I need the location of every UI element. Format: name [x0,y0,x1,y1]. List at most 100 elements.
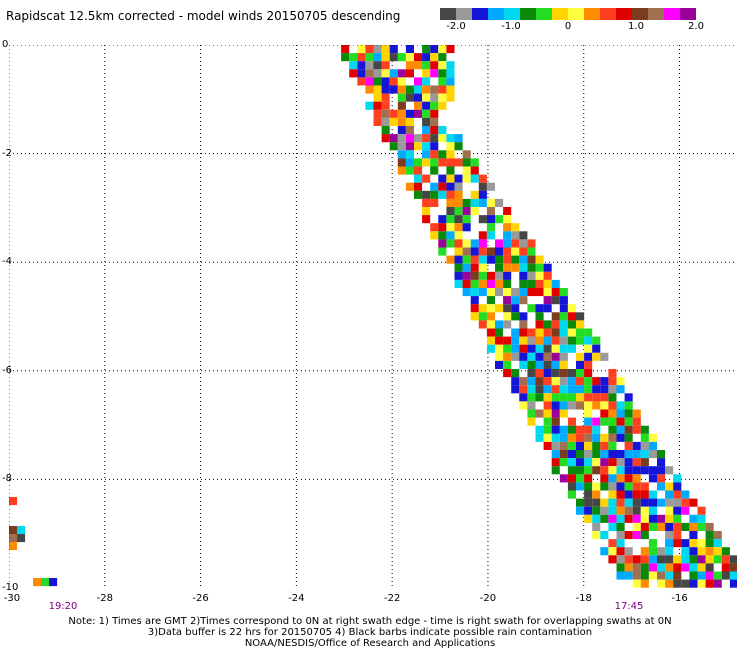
wind-difference-cell [600,498,609,507]
x-tick-label: -16 [671,593,688,604]
wind-difference-cell [705,531,714,540]
wind-difference-cell [478,271,487,280]
wind-difference-cell [478,255,487,264]
wind-difference-cell [511,288,520,297]
wind-difference-cell [17,526,26,535]
wind-difference-cell [640,563,649,572]
wind-difference-cell [543,360,552,369]
wind-difference-cell [422,126,431,135]
wind-difference-cell [470,247,479,256]
wind-difference-cell [576,441,585,450]
wind-difference-cell [713,571,722,580]
wind-difference-cell [689,571,698,580]
wind-difference-cell [584,482,593,491]
wind-difference-cell [576,425,585,434]
wind-difference-cell [576,360,585,369]
wind-difference-cell [689,563,698,572]
wind-difference-cell [430,126,439,135]
wind-difference-cell [576,474,585,483]
wind-difference-cell [397,150,406,159]
wind-difference-cell [430,198,439,207]
wind-difference-cell [470,271,479,280]
wind-difference-cell [713,531,722,540]
wind-difference-cell [430,69,439,78]
wind-difference-cell [519,352,528,361]
wind-difference-cell [478,263,487,272]
wind-difference-cell [673,506,682,515]
wind-difference-cell [422,174,431,183]
wind-difference-cell [673,474,682,483]
wind-difference-cell [405,53,414,62]
wind-difference-cell [486,182,495,191]
wind-difference-cell [389,117,398,126]
wind-difference-cell [349,53,358,62]
wind-difference-cell [559,458,568,467]
wind-difference-cell [405,85,414,94]
wind-difference-cell [551,352,560,361]
wind-difference-cell [511,263,520,272]
wind-difference-cell [381,45,390,54]
wind-difference-cell [478,182,487,191]
wind-difference-cell [657,514,666,523]
wind-difference-cell [665,466,674,475]
wind-difference-cell [503,312,512,321]
wind-difference-cell [705,571,714,580]
wind-difference-cell [592,522,601,531]
wind-difference-cell [405,45,414,54]
wind-difference-cell [657,579,666,588]
wind-difference-cell [438,77,447,86]
wind-difference-cell [559,336,568,345]
wind-difference-cell [381,77,390,86]
wind-difference-cell [673,498,682,507]
wind-difference-cell [519,263,528,272]
note-line-2: 3)Data buffer is 22 hrs for 20150705 4) … [147,627,593,638]
wind-difference-cell [624,401,633,410]
wind-difference-cell [673,579,682,588]
wind-difference-cell [462,174,471,183]
wind-difference-cell [446,231,455,240]
wind-difference-cell [584,450,593,459]
wind-difference-cell [559,296,568,305]
wind-difference-cell [446,134,455,143]
x-tick-label: -18 [575,593,592,604]
wind-difference-cell [446,239,455,248]
wind-difference-cell [486,223,495,232]
wind-difference-cell [608,555,617,564]
wind-difference-cell [721,571,730,580]
wind-difference-cell [503,239,512,248]
wind-difference-cell [632,474,641,483]
wind-difference-cell [438,174,447,183]
wind-difference-cell [632,579,641,588]
wind-difference-cell [527,271,536,280]
wind-difference-cell [454,142,463,151]
wind-difference-cell [543,393,552,402]
wind-difference-cell [503,271,512,280]
wind-difference-cell [511,328,520,337]
wind-difference-cell [389,77,398,86]
wind-difference-cell [373,77,382,86]
wind-difference-cell [584,441,593,450]
wind-difference-cell [511,239,520,248]
wind-difference-cell [559,312,568,321]
wind-difference-cell [486,336,495,345]
wind-difference-cell [519,247,528,256]
wind-difference-cell [478,312,487,321]
colorbar-segment [616,8,632,20]
wind-difference-cell [543,369,552,378]
wind-difference-cell [357,69,366,78]
wind-difference-cell [405,158,414,167]
wind-difference-cell [41,578,50,587]
wind-difference-cell [616,490,625,499]
wind-difference-cell [503,247,512,256]
wind-difference-cell [535,385,544,394]
wind-difference-cell [648,441,657,450]
wind-difference-cell [713,539,722,548]
wind-difference-cell [657,450,666,459]
wind-difference-cell [673,514,682,523]
wind-difference-cell [624,441,633,450]
wind-difference-cell [559,377,568,386]
wind-difference-cell [576,328,585,337]
wind-difference-cell [697,563,706,572]
wind-difference-cell [648,522,657,531]
wind-difference-cell [681,498,690,507]
